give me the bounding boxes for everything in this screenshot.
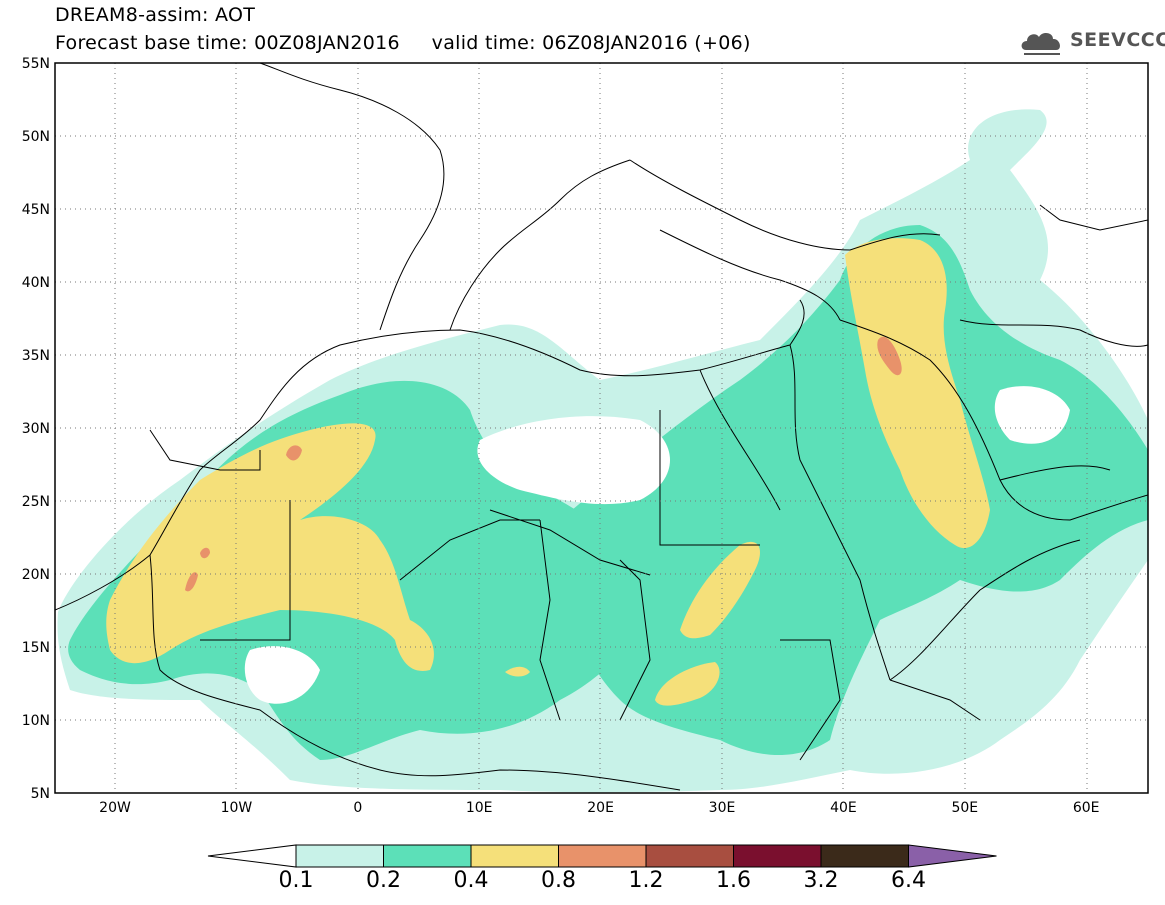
lon-tick-label: 10W xyxy=(221,800,253,816)
map-subtitle: Forecast base time: 00Z08JAN2016 valid t… xyxy=(55,32,751,54)
aot-level-0.4-region-niger xyxy=(505,666,530,677)
colorbar-swatch xyxy=(645,844,734,868)
colorbar-level-label: 3.2 xyxy=(803,868,839,893)
aot-level-0.4-region-mesopotamia xyxy=(845,238,990,549)
map-title: DREAM8-assim: AOT xyxy=(55,4,256,26)
aot-level-0.8-region-algeria xyxy=(286,445,302,461)
lat-tick-label: 40N xyxy=(22,275,50,291)
map-frame xyxy=(54,62,1149,794)
colorbar-level-label: 1.2 xyxy=(628,868,664,893)
lat-tick-label: 50N xyxy=(22,129,50,145)
lat-tick-label: 30N xyxy=(22,421,50,437)
clear-sky-region-mali xyxy=(244,646,320,704)
colorbar-swatch xyxy=(820,844,909,868)
colorbar-swatch xyxy=(733,844,822,868)
aot-level-0.4-region-chad xyxy=(655,662,720,706)
lon-tick-label: 20W xyxy=(99,800,131,816)
lon-tick-label: 0 xyxy=(353,800,362,816)
aot-level-0.4-region-sudan xyxy=(680,541,760,639)
aot-level-0.8-region-iraq xyxy=(877,336,902,376)
lon-tick-label: 20E xyxy=(587,800,614,816)
seevccc-logo: SEEVCCC xyxy=(1018,26,1165,56)
lat-tick-label: 25N xyxy=(22,494,50,510)
coastlines xyxy=(55,63,1148,791)
aot-level-0.8-region-mauritania-2 xyxy=(200,547,210,559)
colorbar-min-arrow xyxy=(207,844,297,868)
colorbar-level-label: 6.4 xyxy=(891,868,926,893)
lat-tick-label: 20N xyxy=(22,567,50,583)
colorbar-swatch xyxy=(383,844,472,868)
lat-tick-label: 45N xyxy=(22,202,50,218)
colorbar-swatch xyxy=(470,844,559,868)
lat-tick-label: 55N xyxy=(22,56,50,72)
aot-level-0.8-region-mauritania xyxy=(185,572,198,592)
latitude-axis: 55N 50N 45N 40N 35N 30N 25N 20N 15N 10N 5N xyxy=(22,56,50,802)
colorbar-level-label: 0.1 xyxy=(278,868,314,893)
aot-field xyxy=(57,109,1148,793)
colorbar-level-label: 0.4 xyxy=(453,868,489,893)
longitude-axis: 20W 10W 0 10E 20E 30E 40E 50E 60E xyxy=(99,800,1099,816)
base-time: Forecast base time: 00Z08JAN2016 xyxy=(55,32,400,54)
clear-sky-region-arabia xyxy=(994,386,1070,444)
colorbar-level-label: 0.2 xyxy=(366,868,401,893)
graticule xyxy=(55,63,1148,793)
valid-time: valid time: 06Z08JAN2016 (+06) xyxy=(431,32,751,54)
aot-level-0.4-region-west-africa xyxy=(106,423,434,671)
colorbar-level-label: 0.8 xyxy=(541,868,576,893)
colorbar-max-arrow xyxy=(908,844,997,868)
lat-tick-label: 35N xyxy=(22,348,50,364)
lat-tick-label: 10N xyxy=(22,713,50,729)
cloud-icon xyxy=(1021,33,1060,55)
colorbar-swatch xyxy=(558,844,647,868)
colorbar-labels: 0.1 0.2 0.4 0.8 1.2 1.6 3.2 6.4 xyxy=(0,868,1165,898)
clear-sky-region-libya xyxy=(477,416,670,505)
colorbar-swatch xyxy=(295,844,384,868)
colorbar xyxy=(207,844,997,868)
logo-text: SEEVCCC xyxy=(1070,29,1165,51)
lat-tick-label: 15N xyxy=(22,640,50,656)
lon-tick-label: 40E xyxy=(830,800,857,816)
lon-tick-label: 60E xyxy=(1073,800,1100,816)
lon-tick-label: 10E xyxy=(466,800,493,816)
lon-tick-label: 50E xyxy=(951,800,978,816)
lat-tick-label: 5N xyxy=(31,786,50,802)
colorbar-level-label: 1.6 xyxy=(716,868,751,893)
lon-tick-label: 30E xyxy=(709,800,736,816)
